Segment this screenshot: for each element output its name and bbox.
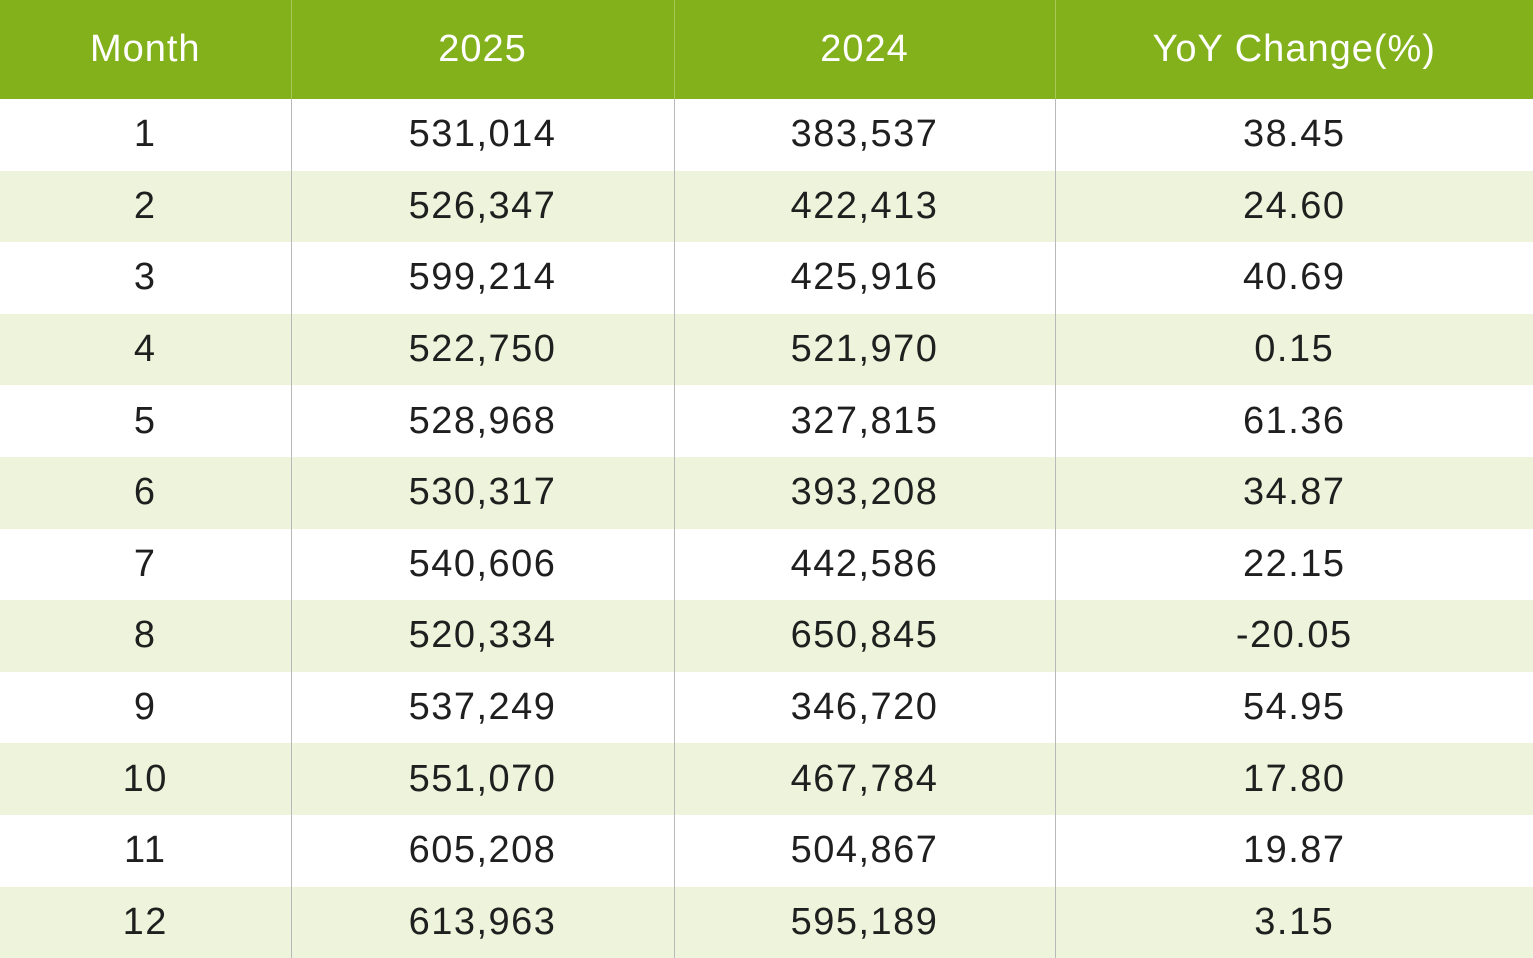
cell-yoy-change: 19.87 [1054, 814, 1533, 887]
cell-month: 8 [0, 600, 291, 672]
cell-2024: 393,208 [673, 456, 1055, 529]
cell-month: 10 [0, 743, 291, 815]
header-month: Month [0, 0, 291, 99]
cell-yoy-change: 17.80 [1054, 743, 1533, 815]
cell-yoy-change: 0.15 [1054, 313, 1533, 386]
table-row: 4 522,750 521,970 0.15 [0, 313, 1533, 386]
cell-yoy-change: 3.15 [1054, 886, 1533, 958]
cell-yoy-change: 24.60 [1054, 170, 1533, 243]
cell-2024: 422,413 [673, 170, 1055, 243]
cell-2025: 599,214 [290, 242, 674, 314]
header-2025: 2025 [290, 0, 674, 99]
cell-yoy-change: 40.69 [1054, 242, 1533, 314]
cell-2025: 540,606 [290, 528, 674, 601]
table-header: Month 2025 2024 YoY Change(%) [0, 0, 1533, 99]
cell-month: 1 [0, 99, 291, 171]
table-row: 1 531,014 383,537 38.45 [0, 99, 1533, 171]
cell-2024: 327,815 [673, 385, 1055, 457]
cell-month: 2 [0, 170, 291, 243]
table-row: 7 540,606 442,586 22.15 [0, 528, 1533, 601]
cell-yoy-change: 22.15 [1054, 528, 1533, 601]
cell-month: 7 [0, 528, 291, 601]
cell-yoy-change: 54.95 [1054, 671, 1533, 744]
cell-2025: 520,334 [290, 600, 674, 672]
cell-yoy-change: 61.36 [1054, 385, 1533, 457]
cell-month: 9 [0, 671, 291, 744]
cell-2025: 537,249 [290, 671, 674, 744]
cell-month: 5 [0, 385, 291, 457]
header-2024: 2024 [673, 0, 1055, 99]
cell-2025: 551,070 [290, 743, 674, 815]
cell-yoy-change: 34.87 [1054, 456, 1533, 529]
cell-2024: 650,845 [673, 600, 1055, 672]
cell-2025: 530,317 [290, 456, 674, 529]
table-row: 2 526,347 422,413 24.60 [0, 170, 1533, 243]
cell-2025: 613,963 [290, 886, 674, 958]
cell-2024: 425,916 [673, 242, 1055, 314]
table-row: 10 551,070 467,784 17.80 [0, 743, 1533, 815]
table-row: 3 599,214 425,916 40.69 [0, 242, 1533, 314]
cell-month: 11 [0, 814, 291, 887]
table-body: 1 531,014 383,537 38.45 2 526,347 422,413 24.60… [0, 99, 1533, 958]
cell-month: 6 [0, 456, 291, 529]
cell-2024: 521,970 [673, 313, 1055, 386]
table-row: 6 530,317 393,208 34.87 [0, 456, 1533, 529]
cell-2025: 528,968 [290, 385, 674, 457]
cell-2025: 526,347 [290, 170, 674, 243]
cell-month: 12 [0, 886, 291, 958]
table-row: 12 613,963 595,189 3.15 [0, 886, 1533, 958]
cell-2024: 467,784 [673, 743, 1055, 815]
cell-2024: 595,189 [673, 886, 1055, 958]
cell-yoy-change: 38.45 [1054, 99, 1533, 171]
cell-2024: 504,867 [673, 814, 1055, 887]
table-row: 9 537,249 346,720 54.95 [0, 671, 1533, 744]
cell-month: 4 [0, 313, 291, 386]
header-yoy-change: YoY Change(%) [1054, 0, 1533, 99]
table-row: 8 520,334 650,845 -20.05 [0, 600, 1533, 672]
cell-2024: 383,537 [673, 99, 1055, 171]
cell-2025: 605,208 [290, 814, 674, 887]
table-row: 5 528,968 327,815 61.36 [0, 385, 1533, 457]
cell-2024: 442,586 [673, 528, 1055, 601]
cell-month: 3 [0, 242, 291, 314]
cell-2024: 346,720 [673, 671, 1055, 744]
header-row: Month 2025 2024 YoY Change(%) [0, 0, 1533, 99]
cell-2025: 522,750 [290, 313, 674, 386]
table-row: 11 605,208 504,867 19.87 [0, 814, 1533, 887]
cell-yoy-change: -20.05 [1054, 600, 1533, 672]
cell-2025: 531,014 [290, 99, 674, 171]
